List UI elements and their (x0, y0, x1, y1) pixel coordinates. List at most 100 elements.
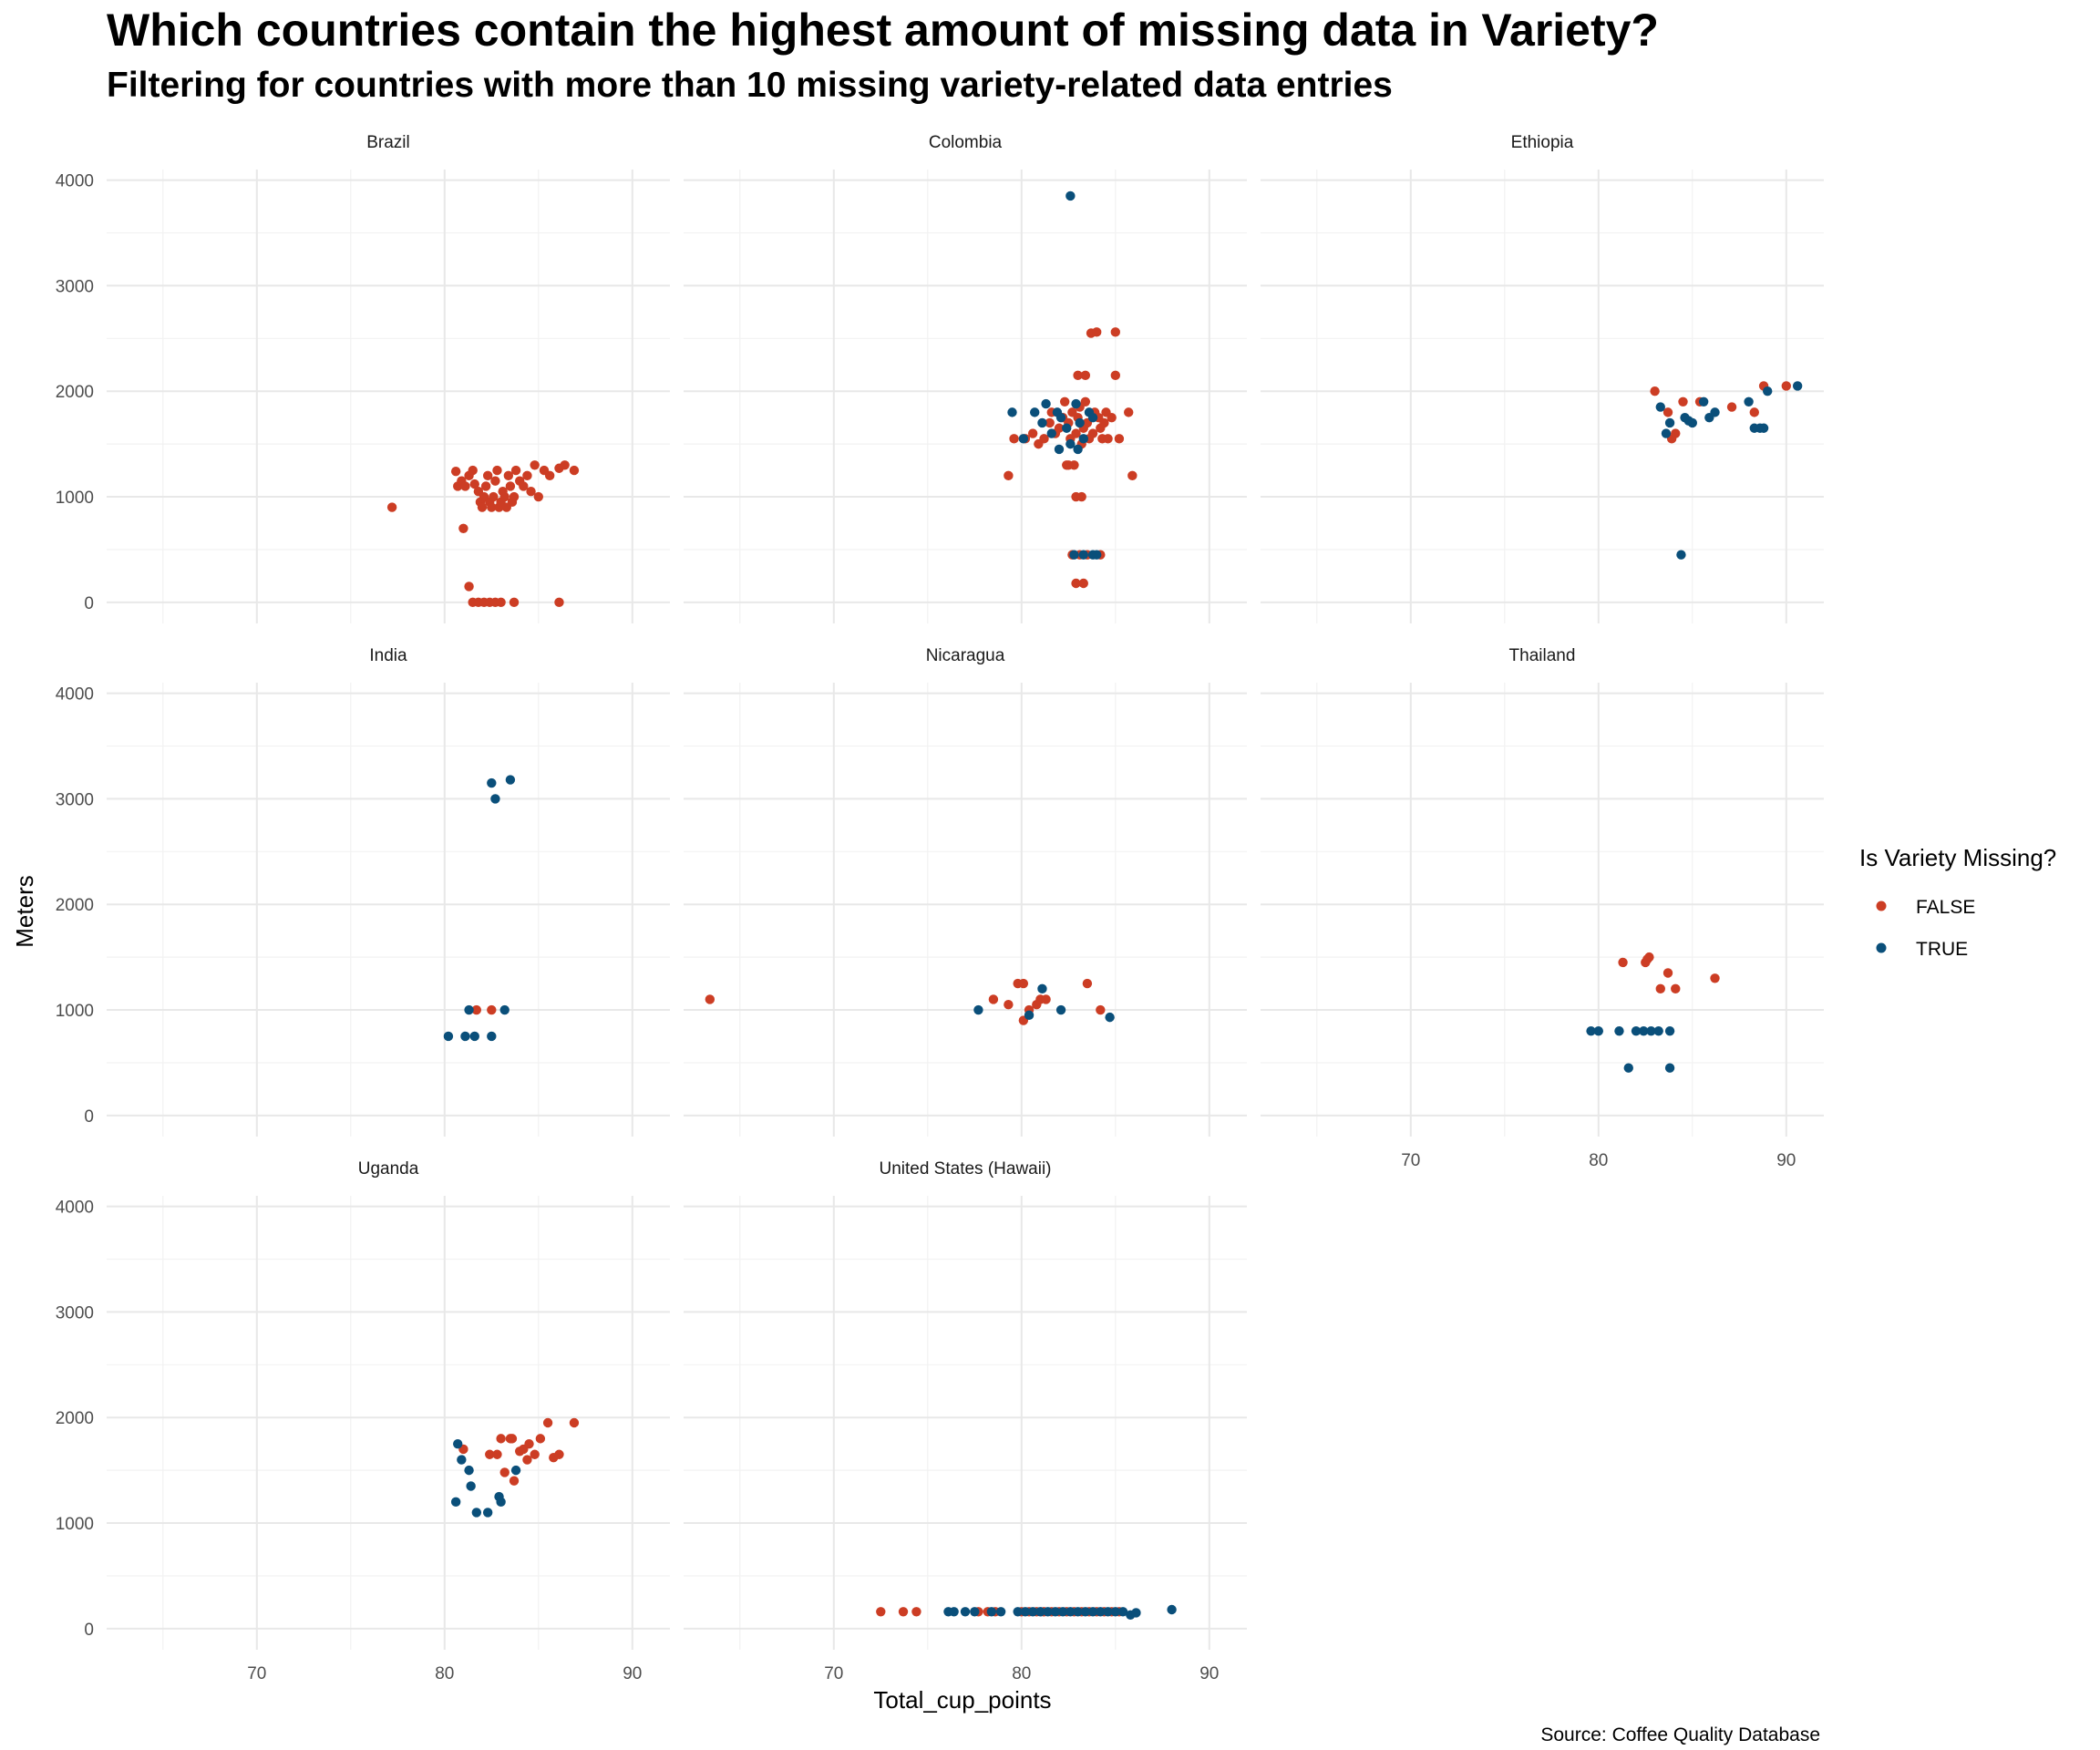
point-true (1676, 550, 1686, 560)
point-false (1054, 423, 1065, 433)
point-false (1059, 396, 1070, 407)
x-tick-label: 90 (1199, 1664, 1219, 1683)
point-true (469, 1031, 479, 1042)
x-tick-label: 70 (824, 1664, 843, 1683)
y-tick-label: 3000 (56, 790, 94, 809)
point-false (1080, 370, 1091, 381)
point-true (1710, 407, 1720, 417)
point-false (911, 1607, 921, 1617)
y-tick-label: 1000 (56, 489, 94, 508)
point-true (1131, 1608, 1141, 1618)
legend-key-true (1876, 942, 1887, 953)
point-false (1655, 983, 1665, 994)
point-false (386, 502, 397, 512)
x-axis-title: Total_cup_points (873, 1686, 1051, 1714)
point-false (468, 465, 478, 476)
point-false (450, 467, 461, 477)
point-false (533, 491, 543, 502)
point-true (1110, 1607, 1121, 1617)
point-true (1069, 550, 1079, 560)
y-tick-label: 2000 (56, 896, 94, 915)
point-false (1082, 978, 1093, 989)
point-false (569, 1417, 580, 1428)
legend-key-false (1876, 901, 1887, 911)
point-true (1071, 398, 1081, 409)
panel-ethiopia: Ethiopia (1261, 133, 1824, 623)
x-tick-label: 80 (435, 1664, 454, 1683)
point-true (1105, 1012, 1115, 1023)
point-true (1744, 396, 1754, 407)
facet-label: United States (Hawaii) (879, 1159, 1051, 1179)
point-true (1073, 1607, 1083, 1617)
point-false (1107, 412, 1117, 423)
point-false (1004, 1000, 1014, 1010)
point-false (898, 1607, 909, 1617)
legend-label-true: TRUE (1916, 939, 1968, 960)
point-true (1117, 1607, 1128, 1617)
point-true (1055, 412, 1066, 423)
point-true (1763, 386, 1773, 396)
point-true (443, 1031, 454, 1042)
point-false (1039, 434, 1049, 444)
y-tick-label: 4000 (56, 172, 94, 191)
panel-brazil: Brazil 0 1000 2000 3000 4000 (56, 133, 670, 623)
facet-label: Brazil (366, 133, 410, 152)
point-true (1631, 1025, 1642, 1036)
point-false (1110, 370, 1121, 381)
point-false (988, 994, 999, 1004)
point-false (507, 1434, 518, 1444)
point-true (1646, 1025, 1656, 1036)
point-false (1041, 994, 1051, 1004)
point-false (482, 470, 493, 481)
panel-nicaragua: Nicaragua (684, 646, 1247, 1137)
chart-subtitle: Filtering for countries with more than 1… (107, 66, 1393, 105)
point-true (505, 775, 516, 785)
point-true (1167, 1604, 1177, 1615)
point-false (1018, 978, 1029, 989)
point-true (1062, 423, 1072, 433)
point-true (450, 1497, 461, 1508)
x-tick-label: 80 (1589, 1151, 1608, 1170)
legend-label-false: FALSE (1916, 897, 1975, 918)
point-false (499, 491, 510, 502)
point-false (1103, 434, 1113, 444)
point-true (1664, 1063, 1675, 1073)
point-false (496, 597, 506, 608)
point-false (522, 470, 532, 481)
point-false (1071, 578, 1081, 589)
point-false (487, 1004, 497, 1015)
legend-title: Is Variety Missing? (1859, 844, 2056, 871)
point-false (530, 1449, 540, 1459)
point-false (489, 491, 499, 502)
point-false (1080, 396, 1091, 407)
point-false (1076, 491, 1086, 502)
point-true (1037, 417, 1047, 428)
facet-label: India (369, 646, 407, 665)
point-false (1099, 417, 1109, 428)
x-tick-label: 80 (1012, 1664, 1031, 1683)
point-false (1004, 470, 1014, 481)
x-tick-label: 90 (623, 1664, 642, 1683)
point-false (477, 502, 488, 512)
point-false (509, 491, 520, 502)
point-true (460, 1031, 470, 1042)
point-false (492, 1449, 502, 1459)
point-false (469, 479, 479, 489)
point-true (464, 1004, 474, 1015)
point-false (1009, 434, 1019, 444)
point-false (876, 1607, 886, 1617)
point-false (530, 460, 540, 470)
point-false (509, 597, 520, 608)
point-true (1096, 1607, 1106, 1617)
point-false (560, 460, 570, 470)
point-false (535, 1434, 546, 1444)
point-false (519, 481, 529, 491)
point-true (1043, 1607, 1053, 1617)
point-true (1586, 1025, 1596, 1036)
point-true (986, 1607, 997, 1617)
point-true (490, 794, 500, 804)
y-tick-label: 0 (84, 1107, 94, 1127)
point-false (1618, 957, 1628, 968)
point-true (970, 1607, 980, 1617)
panel-colombia: Colombia (684, 133, 1247, 623)
